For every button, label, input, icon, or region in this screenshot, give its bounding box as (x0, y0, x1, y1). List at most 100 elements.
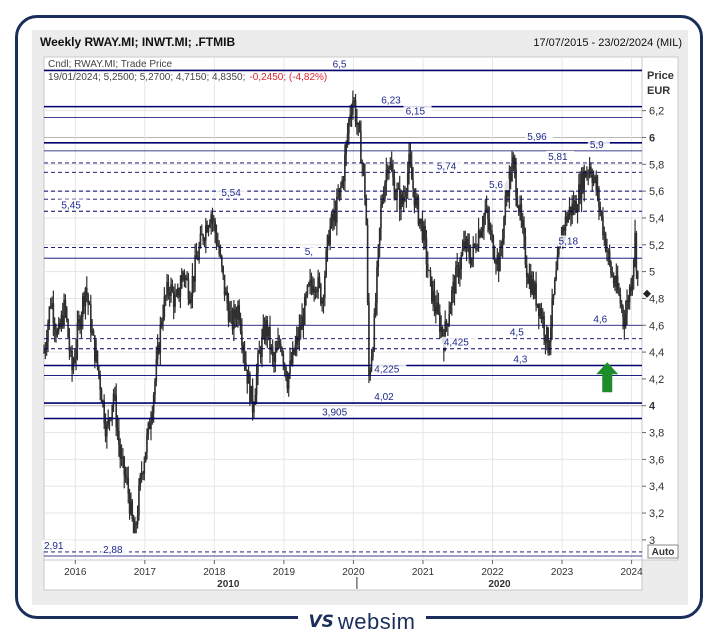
candle-body (229, 311, 231, 322)
candle-body (61, 315, 64, 326)
candle-body (558, 248, 560, 256)
candle-body (235, 317, 238, 320)
candle-body (447, 324, 449, 325)
candle-body (325, 250, 327, 277)
time-axis-area (43, 559, 643, 591)
candle-body (326, 235, 329, 251)
candle-body (599, 206, 602, 212)
candle-body (119, 444, 122, 459)
candle-body (206, 225, 208, 233)
candle-body (618, 289, 620, 295)
candle-body (584, 171, 587, 178)
price-axis-title: Price (647, 70, 674, 82)
candle-body (313, 289, 315, 293)
candle-body (139, 475, 142, 487)
candle-body (489, 230, 492, 231)
candle-body (460, 255, 463, 270)
candle-body (348, 119, 350, 134)
candle-body (225, 291, 227, 296)
candle-body (467, 238, 469, 245)
candle-body (389, 164, 392, 168)
price-axis-currency: EUR (647, 85, 670, 97)
candle-body (274, 352, 277, 362)
candle-body (628, 286, 631, 303)
candle-body (154, 381, 156, 396)
candle-body (376, 267, 378, 303)
candle-body (230, 311, 233, 313)
candle-body (388, 167, 390, 174)
candle-body (492, 235, 495, 258)
candle-body (77, 319, 80, 323)
level-label-bg (434, 160, 463, 172)
candle-body (242, 344, 245, 351)
candle-body (135, 523, 138, 525)
candle-body (393, 177, 396, 199)
candle-body (623, 317, 626, 327)
candlestick-series (43, 90, 639, 534)
candle-body (523, 226, 525, 237)
candle-body (624, 313, 627, 327)
level-label-bg (507, 326, 530, 338)
candle-body (265, 320, 267, 341)
candle-body (511, 162, 513, 181)
candle-body (328, 235, 330, 245)
candle-body (56, 331, 59, 336)
candle-body (353, 100, 356, 102)
candle-body (262, 326, 265, 337)
candle-body (176, 288, 179, 296)
candle-body (217, 244, 219, 246)
candle-body (238, 305, 241, 320)
candle-body (243, 350, 246, 363)
candle-body (318, 277, 321, 285)
candle-body (199, 233, 202, 247)
legend-change-value: -0,2450; (-4,82%) (249, 72, 327, 83)
candle-body (79, 319, 81, 330)
candle-body (249, 373, 251, 402)
auto-scale-button-label[interactable]: Auto (652, 547, 675, 558)
candle-body (172, 291, 175, 307)
auto-scale-button-box[interactable] (647, 544, 679, 559)
level-label-bg (59, 199, 88, 211)
candle-body (52, 303, 55, 324)
candle-body (487, 208, 489, 220)
level-label: 5,96 (527, 132, 547, 143)
candle-body (114, 393, 116, 396)
candle-body (51, 303, 53, 307)
auto-scale-button[interactable]: Auto (647, 544, 679, 559)
candle-body (71, 350, 73, 371)
level-label: 5,9 (590, 140, 604, 151)
candle-body (396, 189, 398, 199)
candle-body (202, 235, 204, 241)
level-label: 4,225 (374, 365, 399, 376)
candle-body (480, 231, 483, 237)
candle-body (180, 275, 183, 289)
candle-body (251, 385, 254, 413)
level-label: 6,15 (406, 106, 426, 117)
candle-body (620, 303, 623, 307)
level-label-bg (42, 539, 70, 551)
candle-body (587, 172, 590, 174)
candle-body (354, 100, 357, 122)
candle-body (302, 316, 305, 325)
candle-body (405, 191, 408, 197)
year-tick-label: 2016 (64, 567, 87, 578)
candle-body (635, 232, 638, 271)
level-label: 5,6 (489, 180, 503, 191)
level-label-bg (441, 336, 476, 348)
candle-body (531, 279, 533, 294)
candle-body (301, 316, 303, 330)
candle-body (422, 226, 425, 241)
candle-body (306, 285, 309, 296)
candle-body (501, 238, 504, 246)
candle-body (329, 226, 331, 245)
chart-title: Weekly RWAY.MI; INWT.MI; .FTMIB (40, 35, 235, 49)
candle-body (48, 307, 51, 324)
candle-body (127, 478, 130, 494)
year-tick-label: 2017 (134, 567, 157, 578)
candle-body (218, 245, 220, 254)
candle-body (386, 169, 389, 174)
candle-body (547, 327, 549, 353)
candle-body (632, 260, 635, 278)
candle-body (75, 348, 77, 359)
